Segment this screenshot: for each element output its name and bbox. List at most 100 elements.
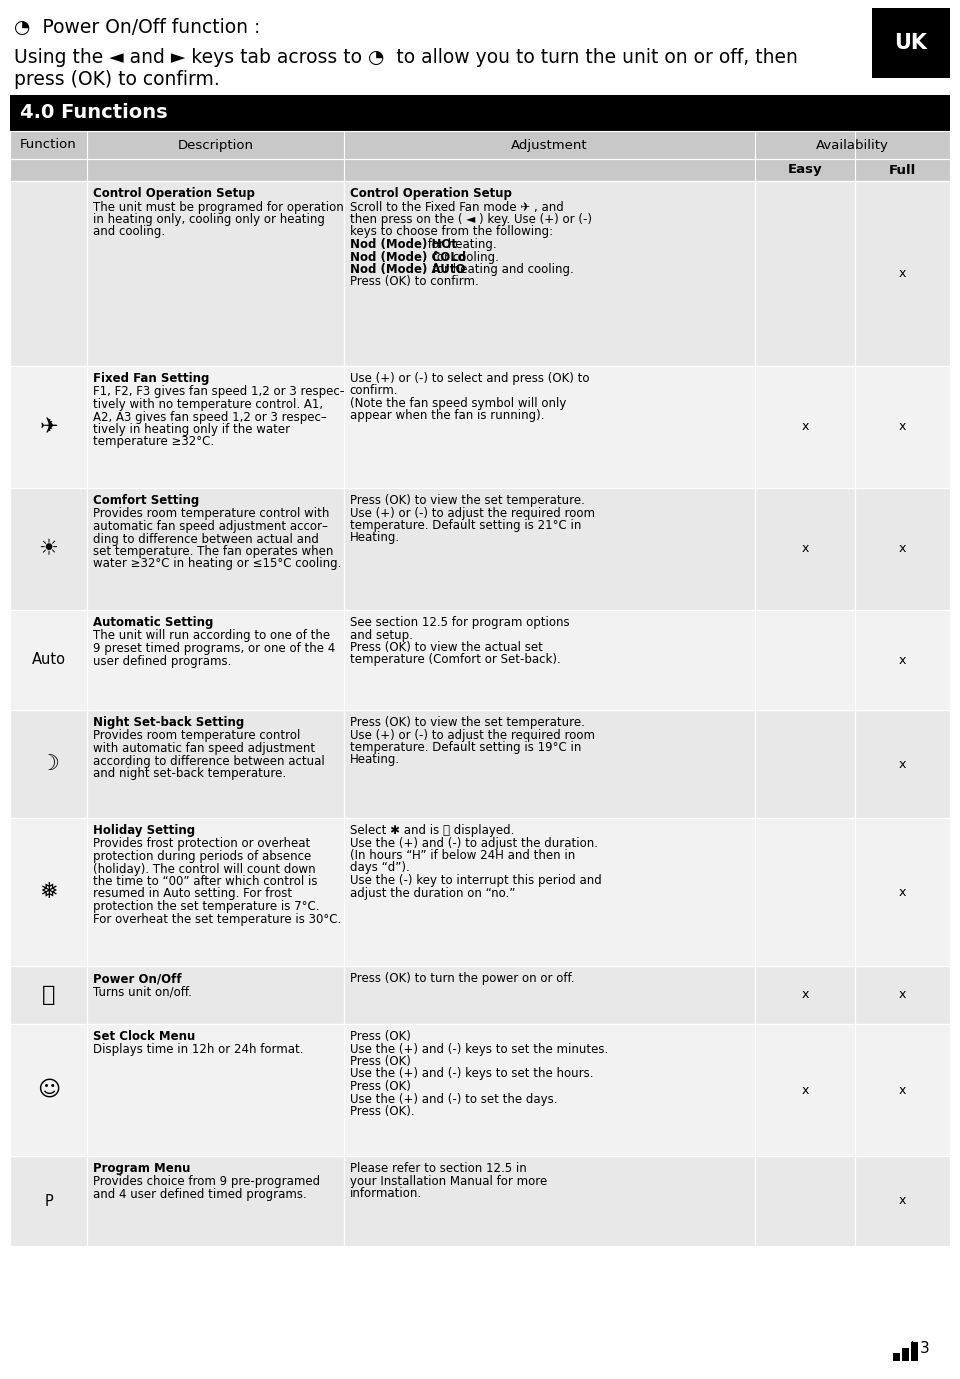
Text: resumed in Auto setting. For frost: resumed in Auto setting. For frost [93,888,292,900]
Bar [756,181,855,365]
Bar [902,1349,909,1361]
Text: temperature (Comfort or Set-back).: temperature (Comfort or Set-back). [349,654,561,666]
Text: Provides choice from 9 pre-programed: Provides choice from 9 pre-programed [93,1175,321,1189]
Text: x: x [802,542,809,556]
Text: Use (+) or (-) to select and press (OK) to: Use (+) or (-) to select and press (OK) … [349,372,589,385]
Text: Scroll to the Fixed Fan mode ✈ , and: Scroll to the Fixed Fan mode ✈ , and [349,200,564,214]
Text: Control Operation Setup: Control Operation Setup [349,188,512,200]
Text: Use the (-) key to interrupt this period and: Use the (-) key to interrupt this period… [349,874,602,887]
Bar [344,1025,756,1156]
Text: The unit must be programed for operation: The unit must be programed for operation [93,200,344,214]
Text: Press (OK).: Press (OK). [349,1105,415,1118]
Text: A2, A3 gives fan speed 1,2 or 3 respec–: A2, A3 gives fan speed 1,2 or 3 respec– [93,411,326,423]
Text: Use the (+) and (-) to set the days.: Use the (+) and (-) to set the days. [349,1092,557,1106]
Text: Set Clock Menu: Set Clock Menu [93,1030,195,1043]
Text: tively in heating only if the water: tively in heating only if the water [93,423,290,436]
Bar [855,365,950,488]
Text: Holiday Setting: Holiday Setting [93,825,195,837]
Text: ❅: ❅ [39,883,58,902]
Text: Nod (Mode) HOt: Nod (Mode) HOt [349,239,457,251]
Text: The unit will run according to one of the: The unit will run according to one of th… [93,629,330,643]
Text: days “d”).: days “d”). [349,862,410,874]
Text: and 4 user defined timed programs.: and 4 user defined timed programs. [93,1187,307,1201]
Text: protection the set temperature is 7°C.: protection the set temperature is 7°C. [93,900,320,913]
Bar [10,1025,87,1156]
Text: Availability: Availability [816,138,889,152]
Text: Full: Full [889,164,916,177]
Text: adjust the duration on “no.”: adjust the duration on “no.” [349,887,516,899]
Text: for cooling.: for cooling. [429,251,499,263]
Text: Comfort Setting: Comfort Setting [93,494,200,507]
Bar [87,365,344,488]
Bar [10,818,87,967]
Text: P: P [44,1193,53,1208]
Text: keys to choose from the following:: keys to choose from the following: [349,226,553,239]
Text: Use the (+) and (-) to adjust the duration.: Use the (+) and (-) to adjust the durati… [349,837,598,849]
Text: tively with no temperature control. A1,: tively with no temperature control. A1, [93,399,324,411]
Text: automatic fan speed adjustment accor–: automatic fan speed adjustment accor– [93,520,328,534]
Text: ding to difference between actual and: ding to difference between actual and [93,532,319,546]
Text: See section 12.5 for program options: See section 12.5 for program options [349,616,569,629]
Text: Press (OK) to confirm.: Press (OK) to confirm. [349,276,478,288]
Bar [10,610,87,710]
Text: Use the (+) and (-) keys to set the minutes.: Use the (+) and (-) keys to set the minu… [349,1043,608,1055]
Bar [87,1156,344,1247]
Text: x: x [899,542,906,556]
Text: Fixed Fan Setting: Fixed Fan Setting [93,372,209,385]
Bar [87,1025,344,1156]
Bar [855,488,950,610]
Text: x: x [899,421,906,433]
Bar [10,95,950,131]
Text: the time to “00” after which control is: the time to “00” after which control is [93,876,318,888]
Text: x: x [899,268,906,280]
Text: temperature. Default setting is 19°C in: temperature. Default setting is 19°C in [349,741,581,754]
Bar [855,967,950,1025]
Text: Adjustment: Adjustment [512,138,588,152]
Text: x: x [802,421,809,433]
Text: Press (OK) to view the set temperature.: Press (OK) to view the set temperature. [349,716,585,729]
Text: F1, F2, F3 gives fan speed 1,2 or 3 respec–: F1, F2, F3 gives fan speed 1,2 or 3 resp… [93,386,346,399]
Bar [893,1353,900,1361]
Bar [10,365,87,488]
Text: Control Operation Setup: Control Operation Setup [93,188,255,200]
Bar [87,967,344,1025]
Text: then press on the ( ◄ ) key. Use (+) or (-): then press on the ( ◄ ) key. Use (+) or … [349,212,591,226]
Text: ☽: ☽ [38,754,59,774]
Text: x: x [802,1084,809,1096]
Bar [344,1156,756,1247]
Text: set temperature. The fan operates when: set temperature. The fan operates when [93,545,333,558]
Bar [756,1156,855,1247]
Bar [872,8,950,79]
Bar [87,181,344,365]
Text: user defined programs.: user defined programs. [93,655,231,667]
Text: Press (OK) to view the actual set: Press (OK) to view the actual set [349,641,542,654]
Bar [855,610,950,710]
Text: (In hours “H” if below 24H and then in: (In hours “H” if below 24H and then in [349,849,575,862]
Text: for heating.: for heating. [424,239,496,251]
Text: your Installation Manual for more: your Installation Manual for more [349,1175,547,1187]
Text: ☀: ☀ [38,539,59,558]
Bar [756,710,855,818]
Text: and setup.: and setup. [349,629,413,641]
Bar [855,181,950,365]
Text: x: x [899,1084,906,1096]
Text: x: x [899,654,906,666]
Bar [344,610,756,710]
Text: 9 preset timed programs, or one of the 4: 9 preset timed programs, or one of the 4 [93,643,335,655]
Text: For overheat the set temperature is 30°C.: For overheat the set temperature is 30°C… [93,913,342,925]
Text: Displays time in 12h or 24h format.: Displays time in 12h or 24h format. [93,1044,303,1056]
Text: Program Menu: Program Menu [93,1162,190,1175]
Bar [756,488,855,610]
Text: ◔  Power On/Off function :: ◔ Power On/Off function : [14,18,260,37]
Text: Use the (+) and (-) keys to set the hours.: Use the (+) and (-) keys to set the hour… [349,1067,593,1081]
Text: Provides room temperature control: Provides room temperature control [93,729,300,742]
Text: Function: Function [20,138,77,152]
Text: ☺: ☺ [36,1080,60,1100]
Bar [344,181,756,365]
Bar [10,181,87,365]
Text: Use (+) or (-) to adjust the required room: Use (+) or (-) to adjust the required ro… [349,728,594,742]
Bar [87,818,344,967]
Bar [344,967,756,1025]
Text: for heating and cooling.: for heating and cooling. [429,263,574,276]
Text: Provides frost protection or overheat: Provides frost protection or overheat [93,837,310,851]
